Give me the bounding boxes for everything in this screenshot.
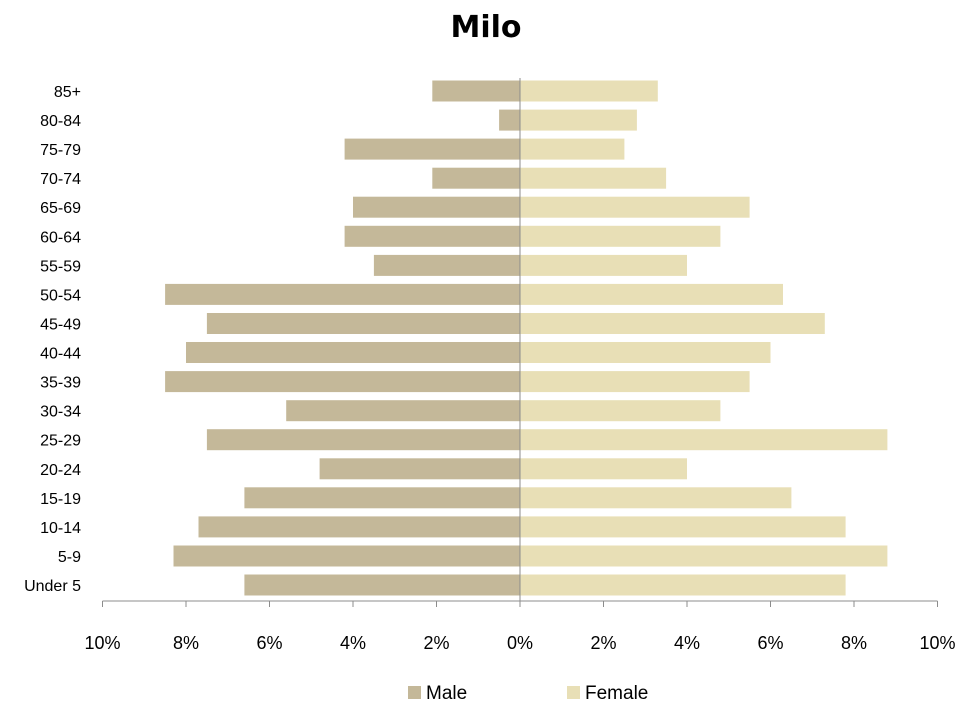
bar-male-45-49 [206, 313, 520, 334]
bar-male-85plus [432, 80, 520, 102]
category-label-10-14: 10-14 [40, 520, 81, 537]
legend-swatch-female [567, 686, 580, 699]
legend: Male Female [408, 683, 648, 704]
category-label-25-29: 25-29 [40, 433, 81, 450]
category-label-under-5: Under 5 [24, 578, 81, 595]
bar-female-40-44 [520, 342, 771, 363]
category-label-60-64: 60-64 [40, 229, 81, 246]
category-label-55-59: 55-59 [40, 258, 81, 275]
bar-male-40-44 [186, 342, 520, 363]
bar-female-35-39 [520, 371, 750, 393]
category-label-70-74: 70-74 [40, 171, 81, 188]
category-label-30-34: 30-34 [40, 404, 81, 421]
bar-female-60-64 [520, 225, 721, 247]
bar-female-20-24 [520, 458, 687, 480]
chart-title: Milo [450, 10, 521, 45]
category-label-35-39: 35-39 [40, 375, 81, 392]
bar-female-55-59 [520, 254, 687, 276]
x-tick-label: 10% [919, 633, 955, 653]
bar-female-30-34 [520, 400, 721, 422]
bar-male-15-19 [244, 487, 520, 509]
category-label-45-49: 45-49 [40, 317, 81, 334]
bar-male-50-54 [165, 283, 520, 305]
category-label-5-9: 5-9 [58, 549, 81, 566]
bar-male-35-39 [165, 371, 520, 393]
bar-female-45-49 [520, 313, 825, 334]
bar-male-5-9 [173, 545, 520, 567]
bar-male-75-79 [344, 138, 520, 160]
bar-male-70-74 [432, 167, 520, 189]
x-tick-label: 4% [340, 633, 366, 653]
category-label-50-54: 50-54 [40, 287, 81, 304]
bar-female-under-5 [520, 574, 846, 596]
bar-male-10-14 [198, 516, 520, 538]
x-tick-label: 6% [757, 633, 783, 653]
x-tick-label: 8% [841, 633, 867, 653]
x-tick-label: 6% [256, 633, 282, 653]
x-axis: 10% 8% 6% 4% 2% 0% 2% 4% 6% 8% 10% [84, 78, 956, 653]
legend-label-male: Male [426, 683, 467, 704]
bar-female-65-69 [520, 196, 750, 218]
bar-male-25-29 [206, 429, 520, 451]
category-label-15-19: 15-19 [40, 491, 81, 508]
category-label-85plus: 85+ [54, 84, 81, 101]
bar-female-80-84 [520, 109, 637, 131]
category-labels: 85+ 80-84 75-79 70-74 65-69 60-64 55-59 50-54 45… [24, 84, 81, 595]
x-tick-label: 2% [423, 633, 449, 653]
bar-male-under-5 [244, 574, 520, 596]
legend-label-female: Female [585, 683, 648, 704]
x-tick-label: 8% [173, 633, 199, 653]
bar-male-60-64 [344, 225, 520, 247]
bar-female-75-79 [520, 138, 625, 160]
bar-male-65-69 [353, 196, 520, 218]
bar-female-15-19 [520, 487, 792, 509]
bar-female-85plus [520, 80, 658, 102]
bar-female-5-9 [520, 545, 888, 567]
category-label-20-24: 20-24 [40, 462, 81, 479]
x-tick-label: 4% [674, 633, 700, 653]
legend-swatch-male [408, 686, 421, 699]
x-tick-label: 2% [590, 633, 616, 653]
x-tick-label: 10% [84, 633, 120, 653]
bars-group [165, 80, 888, 596]
bar-female-10-14 [520, 516, 846, 538]
bar-male-80-84 [499, 109, 520, 131]
category-label-75-79: 75-79 [40, 142, 81, 159]
bar-female-25-29 [520, 429, 888, 451]
bar-female-50-54 [520, 283, 783, 305]
x-tick-label: 0% [507, 633, 533, 653]
bar-female-70-74 [520, 167, 667, 189]
bar-male-55-59 [373, 254, 520, 276]
category-label-80-84: 80-84 [40, 113, 81, 130]
category-label-40-44: 40-44 [40, 346, 81, 363]
category-label-65-69: 65-69 [40, 200, 81, 217]
bar-male-30-34 [286, 400, 520, 422]
bar-male-20-24 [319, 458, 520, 480]
